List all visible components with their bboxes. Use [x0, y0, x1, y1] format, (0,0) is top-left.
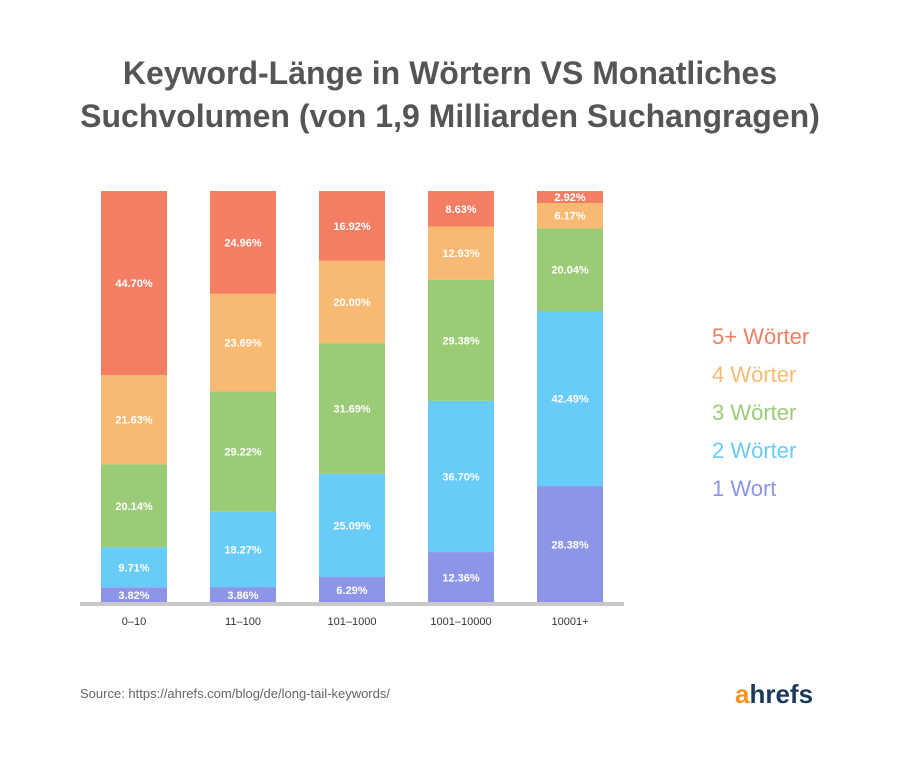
data-label-2-woerter-0-10: 9.71%: [118, 562, 149, 574]
data-label-1-wort-1001-10000: 12.36%: [442, 573, 480, 585]
data-label-5-woerter-0-10: 44.70%: [115, 278, 153, 290]
logo-accent: a: [735, 679, 750, 709]
stacked-bar-chart: 3.82% 9.71% 20.14% 21.63% 44.70% 0–10 3.86% 18.…: [80, 191, 624, 628]
data-label-2-woerter-10001: 42.49%: [551, 394, 589, 406]
data-label-1-wort-11-100: 3.86%: [227, 590, 258, 602]
data-label-5-woerter-10001: 2.92%: [554, 192, 585, 204]
x-tick-label-10001: 10001+: [551, 616, 588, 628]
bar-segment-5-woerter-101-1000: [319, 191, 385, 261]
data-label-4-woerter-101-1000: 20.00%: [333, 297, 371, 309]
x-tick-label-1001-10000: 1001–10000: [430, 616, 491, 628]
bar-segment-4-woerter-0-10: [101, 375, 167, 465]
data-label-5-woerter-1001-10000: 8.63%: [445, 204, 476, 216]
bar-segment-1-wort-10001: [537, 486, 603, 603]
bar-segment-4-woerter-10001: [537, 203, 603, 229]
legend-item-1-wort: 1 Wort: [712, 476, 777, 501]
bar-segment-2-woerter-0-10: [101, 547, 167, 588]
data-label-2-woerter-1001-10000: 36.70%: [442, 471, 480, 483]
data-label-1-wort-10001: 28.38%: [551, 540, 589, 552]
chart-title: Keyword-Länge in Wörtern VS Monatliches …: [0, 52, 900, 138]
data-label-4-woerter-10001: 6.17%: [554, 211, 585, 223]
data-label-5-woerter-11-100: 24.96%: [224, 237, 262, 249]
ahrefs-logo: ahrefs: [735, 679, 813, 710]
source-note: Source: https://ahrefs.com/blog/de/long-…: [80, 686, 390, 701]
chart-title-line-1: Keyword-Länge in Wörtern VS Monatliches: [122, 55, 778, 91]
data-label-4-woerter-1001-10000: 12.93%: [442, 248, 480, 260]
data-label-3-woerter-101-1000: 31.69%: [333, 403, 371, 415]
bar-segment-3-woerter-101-1000: [319, 343, 385, 474]
bar-segment-2-woerter-10001: [537, 311, 603, 487]
x-tick-label-101-1000: 101–1000: [328, 616, 377, 628]
bar-segment-1-wort-101-1000: [319, 577, 385, 603]
data-label-1-wort-101-1000: 6.29%: [336, 585, 367, 597]
data-label-5-woerter-101-1000: 16.92%: [333, 221, 371, 233]
data-label-4-woerter-0-10: 21.63%: [115, 415, 153, 427]
data-label-2-woerter-101-1000: 25.09%: [333, 520, 371, 532]
data-label-1-wort-0-10: 3.82%: [118, 590, 149, 602]
bar-segment-3-woerter-11-100: [210, 391, 276, 512]
bar-segment-4-woerter-11-100: [210, 293, 276, 392]
bar-segment-3-woerter-10001: [537, 228, 603, 312]
bar-segment-4-woerter-1001-10000: [428, 226, 494, 280]
data-label-2-woerter-11-100: 18.27%: [224, 544, 262, 556]
legend-item-4-woerter: 4 Wörter: [712, 362, 797, 387]
bar-segment-2-woerter-1001-10000: [428, 400, 494, 553]
data-label-4-woerter-11-100: 23.69%: [224, 338, 262, 350]
bar-segment-5-woerter-10001: [537, 191, 603, 204]
logo-rest: hrefs: [749, 679, 814, 709]
bar-segment-2-woerter-11-100: [210, 511, 276, 588]
legend-item-5-woerter: 5+ Wörter: [712, 324, 810, 349]
data-label-3-woerter-11-100: 29.22%: [224, 447, 262, 459]
data-label-3-woerter-1001-10000: 29.38%: [442, 335, 480, 347]
data-label-3-woerter-0-10: 20.14%: [115, 501, 153, 513]
bar-segment-1-wort-0-10: [101, 587, 167, 603]
bar-segment-5-woerter-11-100: [210, 191, 276, 294]
bar-segment-3-woerter-0-10: [101, 464, 167, 548]
x-tick-label-0-10: 0–10: [122, 616, 146, 628]
bar-segment-5-woerter-1001-10000: [428, 191, 494, 227]
x-axis-line: [80, 602, 624, 606]
bar-segment-2-woerter-101-1000: [319, 473, 385, 578]
bar-segment-1-wort-11-100: [210, 587, 276, 603]
chart-title-line-2: Suchvolumen (von 1,9 Milliarden Suchangr…: [80, 98, 820, 134]
data-label-3-woerter-10001: 20.04%: [551, 265, 589, 277]
bar-segment-4-woerter-101-1000: [319, 260, 385, 344]
legend-item-3-woerter: 3 Wörter: [712, 400, 797, 425]
chart-legend: 5+ Wörter 4 Wörter 3 Wörter 2 Wörter 1 Wort: [712, 318, 809, 508]
bar-segment-3-woerter-1001-10000: [428, 279, 494, 401]
bar-segment-5-woerter-0-10: [101, 191, 167, 376]
x-tick-label-11-100: 11–100: [225, 616, 261, 628]
bar-segment-1-wort-1001-10000: [428, 552, 494, 603]
legend-item-2-woerter: 2 Wörter: [712, 438, 797, 463]
